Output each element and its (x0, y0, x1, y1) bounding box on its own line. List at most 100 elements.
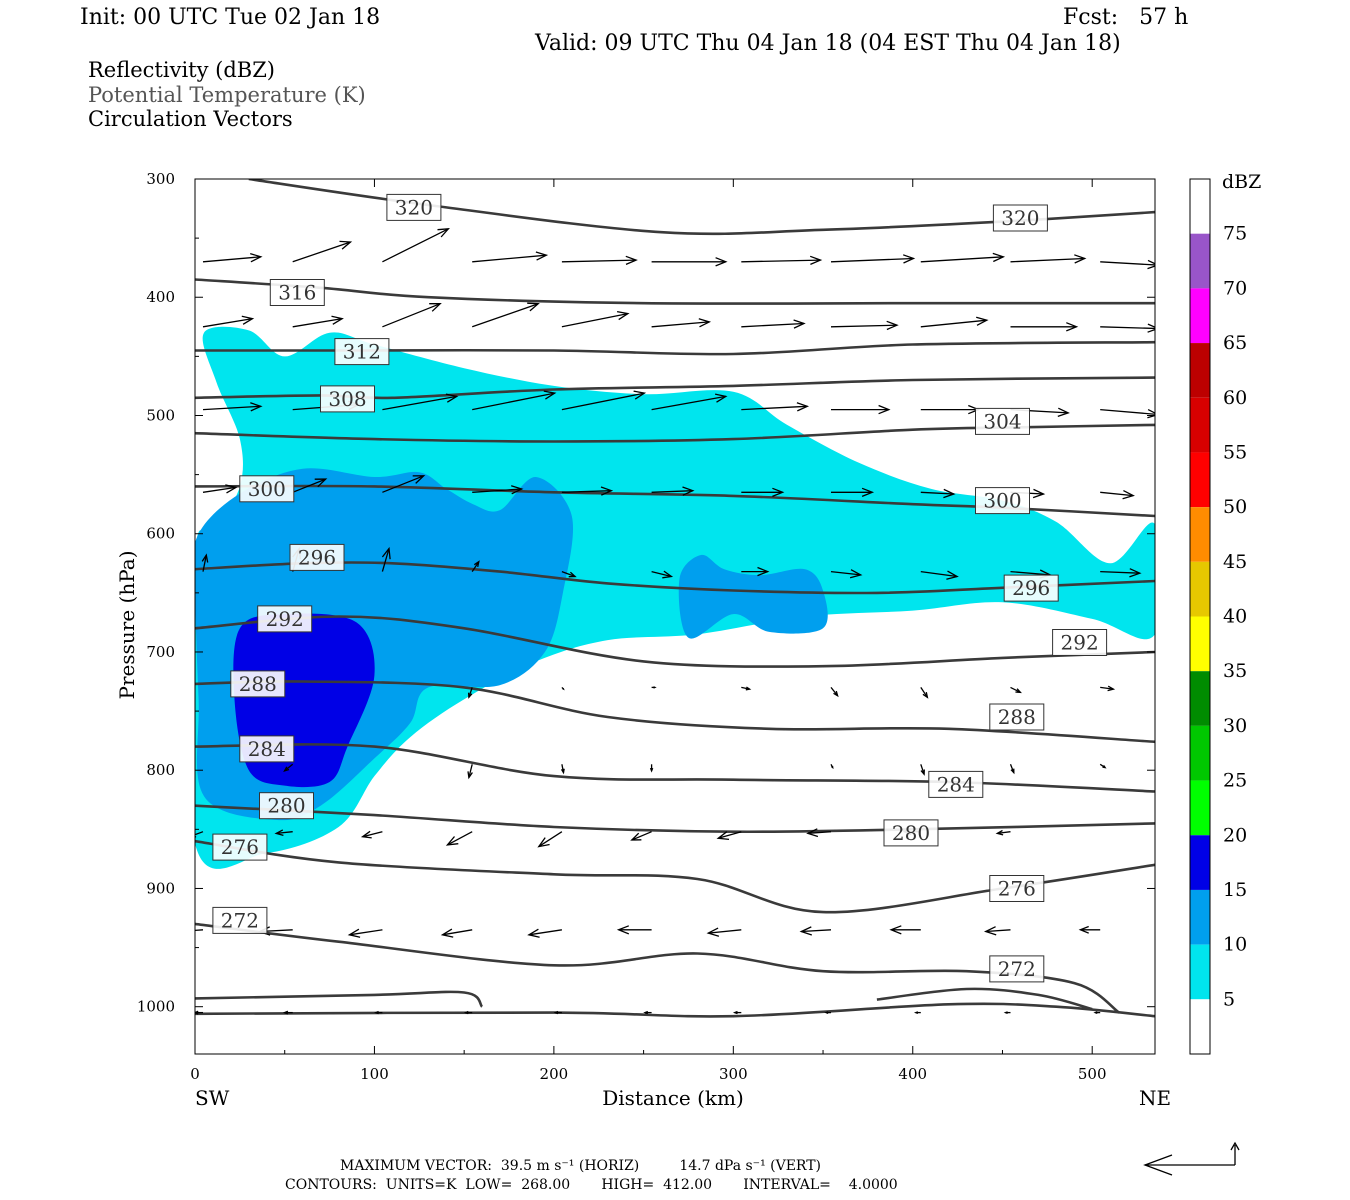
vector-shaft (920, 687, 928, 698)
vector-head (1057, 407, 1070, 418)
vector-shaft (1100, 326, 1155, 330)
contour-label-text: 284 (937, 772, 975, 796)
contour-label-312: 312 (334, 338, 390, 366)
circulation-vector (1009, 764, 1015, 775)
colorbar-label: 50 (1223, 496, 1247, 518)
circulation-vector (651, 393, 728, 411)
init-time: Init: 00 UTC Tue 02 Jan 18 (80, 5, 381, 30)
y-tick-label: 500 (146, 406, 175, 424)
colorbar-label: 70 (1223, 277, 1247, 299)
circulation-vector (472, 390, 557, 411)
circulation-vector (537, 831, 563, 848)
circulation-vector (983, 926, 1011, 936)
vector-shaft (561, 570, 576, 578)
circulation-vector (440, 928, 473, 938)
circulation-vector (741, 686, 752, 691)
contour-label-292: 292 (1052, 629, 1108, 656)
vector-head (983, 926, 997, 936)
contour-label-box (230, 670, 286, 698)
contour-label-296: 296 (289, 543, 345, 571)
circulation-vector (806, 828, 832, 838)
vector-shaft (472, 488, 522, 493)
circulation-vector (292, 478, 328, 493)
vector-shaft (1100, 491, 1134, 497)
contour-label-284: 284 (239, 735, 295, 763)
vector-shaft (651, 321, 710, 328)
vector-head (630, 832, 642, 841)
circulation-vector (292, 240, 353, 263)
circulation-vector (561, 390, 647, 411)
contour-label-284: 284 (928, 770, 984, 798)
circulation-vector (831, 404, 891, 415)
vector-shaft (708, 929, 742, 934)
circulation-vector (472, 485, 524, 495)
vector-head (201, 553, 209, 563)
vector-head (943, 488, 956, 499)
colorbar-swatch (1190, 780, 1210, 836)
circulation-vector (1100, 259, 1155, 270)
colorbar-swatch (1190, 671, 1210, 726)
vector-head (830, 765, 834, 770)
colorbar-swatch (1190, 725, 1210, 781)
x-right-label: NE (1139, 1086, 1171, 1110)
circulation-vector (706, 927, 742, 937)
circulation-vector (382, 228, 450, 263)
contour-label-box (259, 792, 314, 820)
vector-head (806, 828, 819, 838)
vector-shaft (1010, 257, 1085, 263)
circulation-vector (471, 560, 480, 572)
contour-label-box (239, 735, 295, 763)
vector-head (445, 393, 459, 403)
contour-label-320: 320 (386, 193, 442, 221)
circulation-vector (472, 251, 549, 263)
vector-head (653, 686, 657, 689)
vector-shaft (292, 241, 351, 263)
colorbar-label: 25 (1223, 770, 1247, 792)
theta-contour (195, 990, 484, 1008)
plot-frame (194, 178, 1156, 1055)
contour-label-box (320, 385, 375, 413)
vector-head (1147, 409, 1155, 419)
circulation-vector (651, 486, 695, 496)
circulation-vector (732, 1010, 742, 1015)
contour-label-text: 320 (1001, 206, 1039, 230)
circulation-vector (382, 303, 442, 328)
circulation-vector (995, 829, 1011, 836)
vector-shaft (920, 491, 954, 495)
vector-head (560, 768, 565, 775)
vector-head (757, 566, 770, 577)
vector-shaft (561, 490, 612, 493)
vector-head (1122, 490, 1135, 500)
vector-head (1093, 1011, 1098, 1015)
vector-head (360, 830, 372, 839)
vector-head (616, 925, 630, 935)
forecast-hour: Fcst: 57 h (1063, 5, 1189, 30)
vector-head (920, 769, 925, 776)
circulation-vector (741, 402, 810, 412)
theta-contour-288 (195, 680, 1155, 744)
axes: 0 100 200 300 400 500 300 400 500 600 700 800 900 100… (137, 170, 1155, 1083)
vector-head (625, 255, 638, 265)
circulation-vector (630, 831, 652, 841)
circulation-vector (1010, 322, 1079, 332)
circulation-vector (195, 831, 204, 838)
circulation-vector (1010, 686, 1022, 694)
circulation-vector (561, 570, 577, 578)
x-left-label: SW (195, 1086, 230, 1110)
contour-label-text: 300 (248, 477, 286, 501)
circulation-vector (360, 830, 383, 839)
contour-label-292: 292 (257, 605, 313, 633)
vector-head (537, 837, 550, 848)
contour-label-308: 308 (320, 385, 375, 413)
vector-shaft (382, 475, 424, 493)
vector-shaft (830, 570, 861, 576)
vector-head (824, 1011, 829, 1015)
x-tick-label: 500 (1078, 1065, 1107, 1083)
colorbar-label: 45 (1223, 551, 1247, 573)
vector-shaft (1100, 261, 1155, 266)
vector-shaft (997, 831, 1011, 835)
vector-shaft (1100, 570, 1140, 574)
vector-shaft (1100, 686, 1114, 690)
colorbar-label: 40 (1223, 606, 1247, 628)
vector-head (1066, 322, 1079, 332)
